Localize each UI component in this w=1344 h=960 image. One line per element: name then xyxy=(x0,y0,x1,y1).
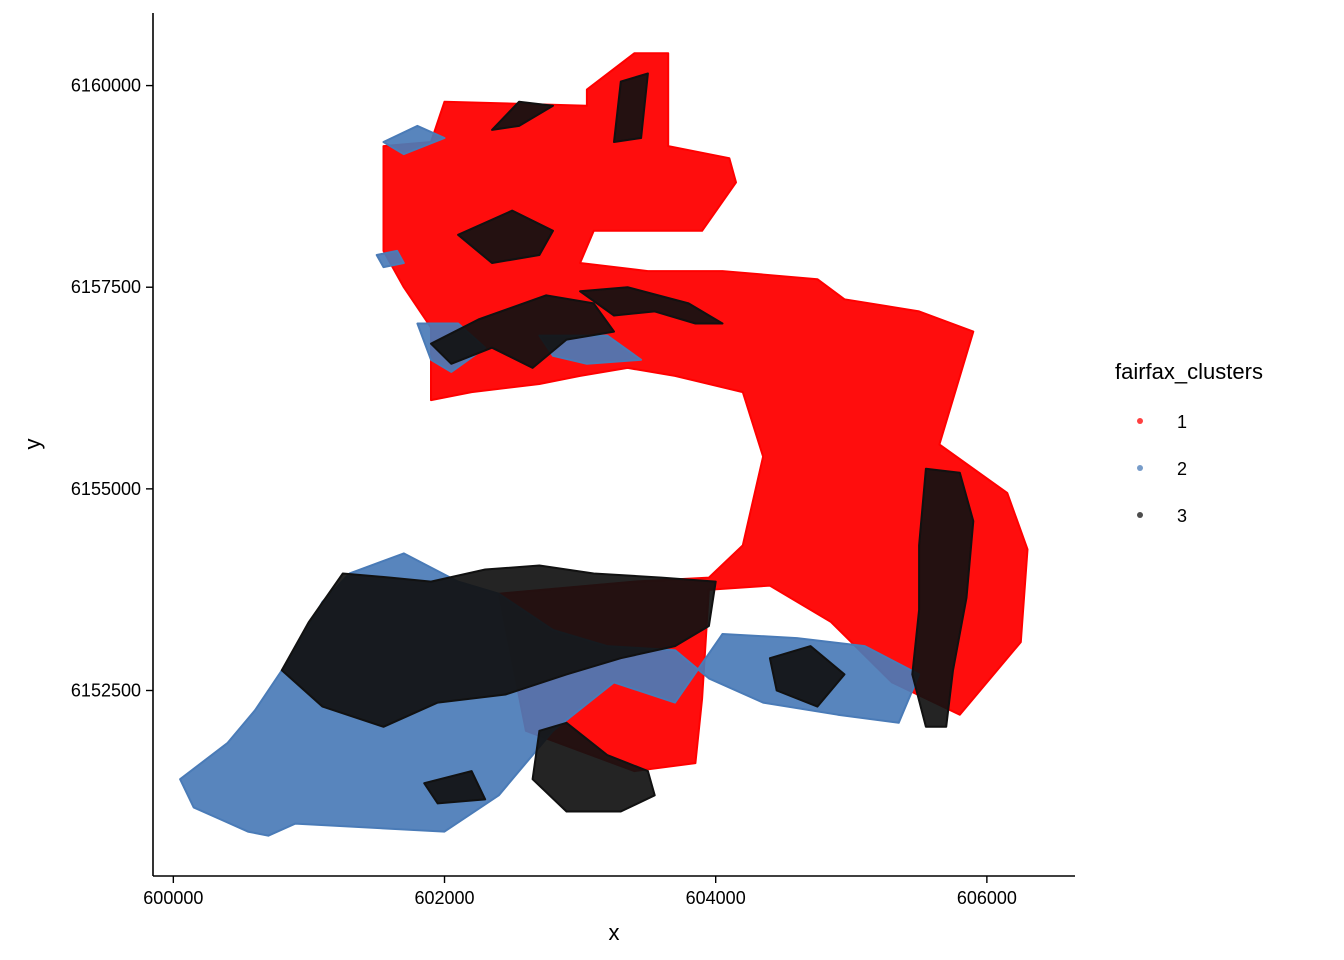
legend: fairfax_clusters 1 2 3 xyxy=(1115,359,1263,526)
legend-label-1: 1 xyxy=(1177,412,1187,432)
series-3-region-1 xyxy=(280,564,717,728)
series-3 xyxy=(280,72,975,813)
series-layer xyxy=(179,52,1029,837)
y-tick-label: 6157500 xyxy=(71,277,141,297)
series-3-region-3 xyxy=(911,467,975,728)
series-2-region-5 xyxy=(375,249,405,269)
y-axis-title: y xyxy=(20,439,45,450)
axes-layer xyxy=(152,13,1075,877)
series-3-region-7 xyxy=(613,72,649,143)
y-tick-label: 6160000 xyxy=(71,76,141,96)
x-tick-label: 604000 xyxy=(686,888,746,908)
series-3-region-9 xyxy=(768,645,846,708)
x-tick-label: 600000 xyxy=(143,888,203,908)
y-tick-label: 6155000 xyxy=(71,479,141,499)
legend-label-3: 3 xyxy=(1177,506,1187,526)
series-3-region-2 xyxy=(531,721,656,813)
x-ticks: 600000 602000 604000 606000 xyxy=(143,876,1017,908)
y-ticks: 6152500 6155000 6157500 6160000 xyxy=(71,76,153,700)
legend-key-1 xyxy=(1137,418,1143,424)
x-tick-label: 602000 xyxy=(414,888,474,908)
series-3-region-5 xyxy=(579,286,724,325)
x-tick-label: 606000 xyxy=(957,888,1017,908)
series-3-region-4 xyxy=(430,294,615,369)
y-tick-label: 6152500 xyxy=(71,680,141,700)
legend-key-3 xyxy=(1137,512,1143,518)
legend-title: fairfax_clusters xyxy=(1115,359,1263,384)
series-3-region-8 xyxy=(491,100,554,131)
x-axis-title: x xyxy=(609,920,620,945)
series-2-region-3 xyxy=(382,124,446,156)
legend-label-2: 2 xyxy=(1177,459,1187,479)
legend-key-2 xyxy=(1137,465,1143,471)
series-3-region-10 xyxy=(423,770,487,805)
series-3-region-6 xyxy=(457,209,554,264)
